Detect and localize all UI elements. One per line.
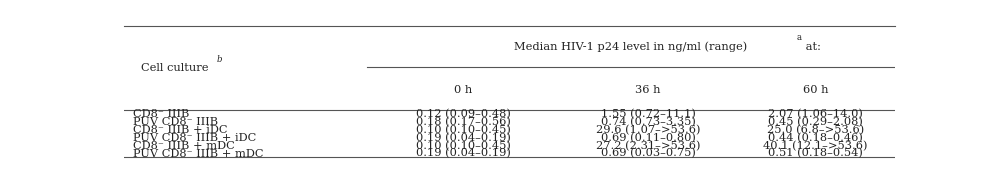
Text: 27.2 (2.31–>53.6): 27.2 (2.31–>53.6) <box>595 141 701 151</box>
Text: 0.19 (0.04–0.19): 0.19 (0.04–0.19) <box>415 148 511 159</box>
Text: Median HIV-1 p24 level in ng/ml (range): Median HIV-1 p24 level in ng/ml (range) <box>514 41 747 52</box>
Text: 0.19 (0.04–0.19): 0.19 (0.04–0.19) <box>415 133 511 143</box>
Text: 0.74 (0.73–3.35): 0.74 (0.73–3.35) <box>600 117 696 127</box>
Text: 0.10 (0.10–0.45): 0.10 (0.10–0.45) <box>415 125 511 135</box>
Text: 0.69 (0.03–0.75): 0.69 (0.03–0.75) <box>600 148 696 159</box>
Text: 0.69 (0.11–0.80): 0.69 (0.11–0.80) <box>600 133 696 143</box>
Text: b: b <box>217 55 223 64</box>
Text: PUV CD8⁻ IIIB + mDC: PUV CD8⁻ IIIB + mDC <box>133 148 264 159</box>
Text: 0.51 (0.18–0.54): 0.51 (0.18–0.54) <box>768 148 863 159</box>
Text: 0.10 (0.10–0.45): 0.10 (0.10–0.45) <box>415 141 511 151</box>
Text: at:: at: <box>802 42 821 51</box>
Text: CD8⁻ IIIB + iDC: CD8⁻ IIIB + iDC <box>133 125 228 135</box>
Text: a: a <box>796 33 801 42</box>
Text: 1.55 (0.72–11.1): 1.55 (0.72–11.1) <box>600 109 696 119</box>
Text: 25.0 (6.8–>53.6): 25.0 (6.8–>53.6) <box>767 125 864 135</box>
Text: 0.44 (0.18–0.46): 0.44 (0.18–0.46) <box>768 133 863 143</box>
Text: 60 h: 60 h <box>803 85 828 94</box>
Text: 2.07 (1.06–14.0): 2.07 (1.06–14.0) <box>768 109 863 119</box>
Text: Cell culture: Cell culture <box>141 63 209 73</box>
Text: 0.12 (0.09–0.48): 0.12 (0.09–0.48) <box>415 109 511 119</box>
Text: 40.1 (12.1–>53.6): 40.1 (12.1–>53.6) <box>763 141 868 151</box>
Text: 29.6 (1.07–>53.6): 29.6 (1.07–>53.6) <box>595 125 701 135</box>
Text: 0 h: 0 h <box>454 85 472 94</box>
Text: 0.45 (0.29–2.08): 0.45 (0.29–2.08) <box>768 117 863 127</box>
Text: 36 h: 36 h <box>635 85 661 94</box>
Text: 0.18 (0.17–0.56): 0.18 (0.17–0.56) <box>415 117 511 127</box>
Text: CD8⁻ IIIB: CD8⁻ IIIB <box>133 109 190 119</box>
Text: PUV CD8⁻ IIIB: PUV CD8⁻ IIIB <box>133 117 219 127</box>
Text: CD8⁻ IIIB + mDC: CD8⁻ IIIB + mDC <box>133 141 236 151</box>
Text: PUV CD8⁻ IIIB + iDC: PUV CD8⁻ IIIB + iDC <box>133 133 256 143</box>
